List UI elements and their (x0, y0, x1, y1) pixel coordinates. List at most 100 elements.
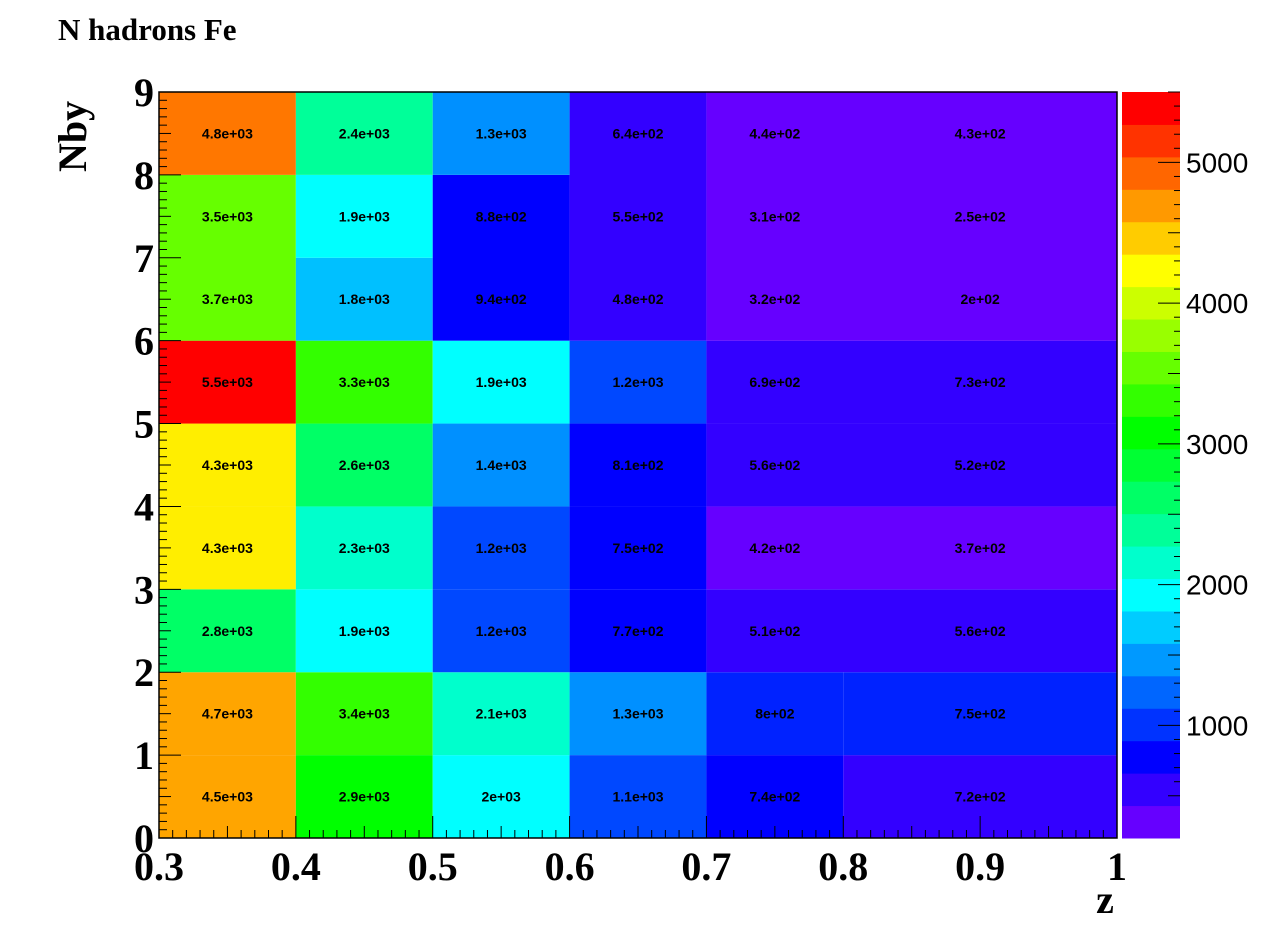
color-scale-swatch (1122, 708, 1180, 742)
x-tick-label: 1 (1107, 844, 1127, 889)
color-scale-swatch (1122, 254, 1180, 288)
y-tick-label: 5 (134, 402, 154, 447)
heatmap-cell (706, 92, 1117, 341)
cell-value-label: 7.4e+02 (749, 789, 800, 805)
cell-value-label: 4.5e+03 (202, 789, 253, 805)
cell-value-label: 3.2e+02 (749, 291, 800, 307)
heatmap-cells (159, 92, 1117, 838)
heatmap-cell (432, 506, 570, 590)
cell-value-label: 6.9e+02 (749, 374, 800, 390)
color-scale-swatch (1122, 221, 1180, 255)
heatmap-cell (569, 589, 707, 673)
cell-value-label: 4.3e+03 (202, 540, 253, 556)
heatmap-cell (569, 92, 707, 341)
cell-value-label: 5.5e+03 (202, 374, 253, 390)
x-tick-label: 0.4 (271, 844, 321, 889)
cell-value-label: 5.6e+02 (749, 457, 800, 473)
color-scale-swatch (1122, 773, 1180, 807)
cell-value-label: 1.9e+03 (339, 208, 390, 224)
color-scale-swatch (1122, 189, 1180, 223)
color-scale-swatch (1122, 805, 1180, 839)
x-tick-label: 0.9 (955, 844, 1005, 889)
color-scale-swatch (1122, 351, 1180, 385)
x-tick-label: 0.3 (134, 844, 184, 889)
cell-value-label: 5.6e+02 (955, 623, 1006, 639)
cell-value-label: 1.3e+03 (613, 706, 664, 722)
heatmap-cell (569, 672, 707, 756)
x-tick-label: 0.7 (681, 844, 731, 889)
cell-value-label: 1.1e+03 (613, 789, 664, 805)
heatmap-cell (706, 672, 844, 756)
heatmap-cell (295, 755, 433, 838)
heatmap-cell (432, 755, 570, 838)
y-axis: 0 1 2 3 4 5 6 7 8 9 (134, 70, 181, 861)
cell-value-label: 7.2e+02 (955, 789, 1006, 805)
cell-value-label: 2.4e+03 (339, 125, 390, 141)
y-tick-label: 8 (134, 153, 154, 198)
cell-value-label: 2.8e+03 (202, 623, 253, 639)
heatmap-cell-labels: 4.5e+03 2.9e+03 2e+03 1.1e+03 7.4e+02 7.2e+02… (202, 125, 1006, 804)
color-scale-swatch (1122, 448, 1180, 482)
color-scale: 1000 2000 3000 4000 5000 (1122, 91, 1248, 839)
heatmap-cell (569, 423, 707, 507)
x-axis: 0.3 0.4 0.5 0.6 0.7 0.8 0.9 1 (134, 816, 1127, 889)
heatmap-cell (432, 340, 570, 424)
color-scale-swatch (1122, 740, 1180, 774)
x-axis-title: z (1096, 877, 1114, 922)
cell-value-label: 9.4e+02 (476, 291, 527, 307)
color-scale-swatch (1122, 156, 1180, 190)
cell-value-label: 7.5e+02 (955, 706, 1006, 722)
color-scale-label: 2000 (1186, 570, 1248, 601)
cell-value-label: 3.7e+02 (955, 540, 1006, 556)
heatmap-cell (706, 755, 844, 838)
heatmap-cell (432, 174, 570, 341)
cell-value-label: 4.3e+03 (202, 457, 253, 473)
heatmap-cell (295, 257, 433, 341)
cell-value-label: 4.3e+02 (955, 125, 1006, 141)
cell-value-label: 2.1e+03 (476, 706, 527, 722)
cell-value-label: 4.2e+02 (749, 540, 800, 556)
heatmap-cell (706, 423, 1117, 507)
heatmap-cell (706, 589, 1117, 673)
cell-value-label: 3.1e+02 (749, 208, 800, 224)
y-tick-label: 0 (134, 816, 154, 861)
cell-value-label: 2e+03 (481, 789, 521, 805)
cell-value-label: 8.1e+02 (613, 457, 664, 473)
y-tick-label: 7 (134, 236, 154, 281)
heatmap-cell (569, 340, 707, 424)
color-scale-swatch (1122, 546, 1180, 580)
cell-value-label: 4.4e+02 (749, 125, 800, 141)
heatmap-cell (295, 340, 433, 424)
heatmap-cell (432, 423, 570, 507)
color-scale-label: 5000 (1186, 147, 1248, 178)
color-scale-swatch (1122, 124, 1180, 158)
cell-value-label: 1.2e+03 (613, 374, 664, 390)
y-tick-label: 6 (134, 319, 154, 364)
color-scale-swatch (1122, 383, 1180, 417)
heatmap-cell (706, 340, 1117, 424)
heatmap-cell (432, 589, 570, 673)
heatmap-cell (843, 672, 1117, 756)
cell-value-label: 5.2e+02 (955, 457, 1006, 473)
cell-value-label: 1.9e+03 (339, 623, 390, 639)
color-scale-swatch (1122, 643, 1180, 677)
cell-value-label: 2e+02 (960, 291, 1000, 307)
x-tick-label: 0.8 (818, 844, 868, 889)
cell-value-label: 3.3e+03 (339, 374, 390, 390)
x-tick-label: 0.6 (545, 844, 595, 889)
cell-value-label: 1.9e+03 (476, 374, 527, 390)
color-scale-swatch (1122, 578, 1180, 612)
heatmap-cell (159, 340, 296, 424)
heatmap-cell (432, 672, 570, 756)
cell-value-label: 5.5e+02 (613, 208, 664, 224)
cell-value-label: 7.7e+02 (613, 623, 664, 639)
cell-value-label: 1.8e+03 (339, 291, 390, 307)
cell-value-label: 1.4e+03 (476, 457, 527, 473)
cell-value-label: 1.3e+03 (476, 125, 527, 141)
y-tick-label: 2 (134, 650, 154, 695)
heatmap-cell (295, 672, 433, 756)
heatmap-cell (569, 506, 707, 590)
heatmap-cell (159, 174, 296, 341)
cell-value-label: 3.4e+03 (339, 706, 390, 722)
